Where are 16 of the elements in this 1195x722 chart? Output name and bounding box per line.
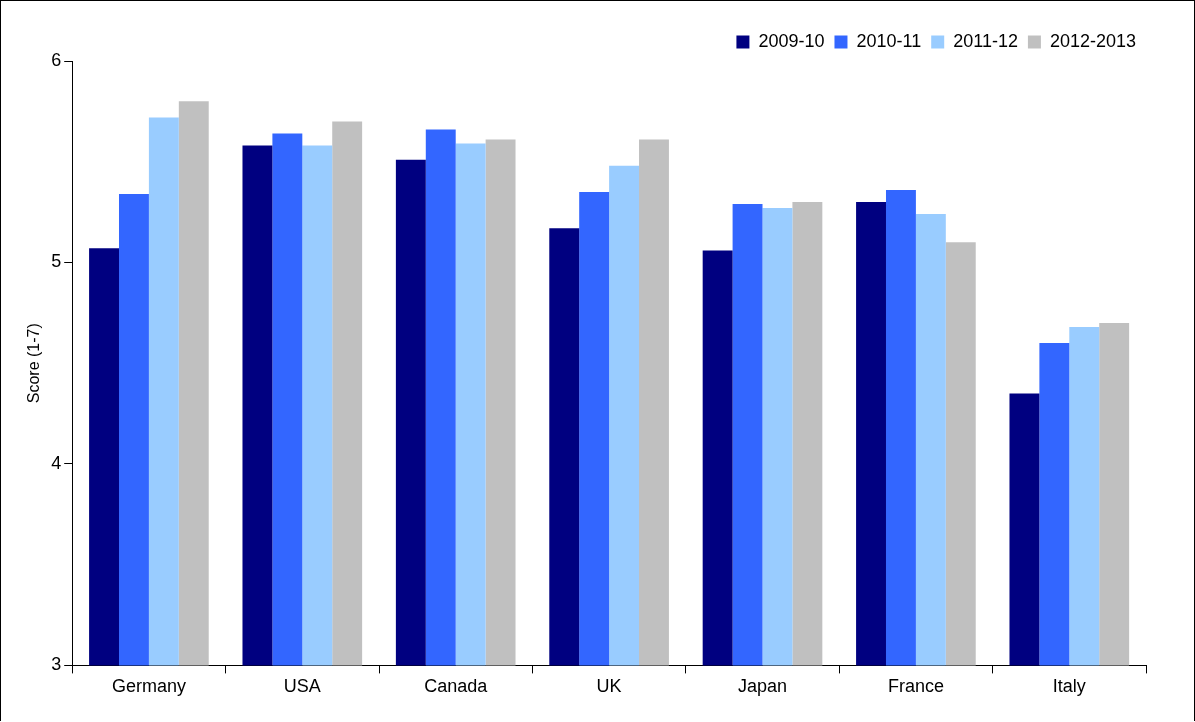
y-tick-label: 3 bbox=[51, 654, 62, 675]
y-tick-label: 5 bbox=[51, 251, 62, 272]
x-tick-label: Germany bbox=[111, 676, 186, 697]
y-axis-title: Score (1-7) bbox=[25, 323, 43, 404]
x-tick-label: Italy bbox=[1052, 676, 1086, 697]
legend-label: 2009-10 bbox=[758, 30, 825, 51]
y-tick-label: 4 bbox=[51, 452, 62, 473]
x-tick-label: USA bbox=[283, 676, 321, 697]
x-tick-label: UK bbox=[596, 676, 622, 697]
x-tick-label: France bbox=[887, 676, 944, 697]
x-tick-label: Japan bbox=[737, 676, 788, 697]
legend-label: 2012-2013 bbox=[1049, 30, 1137, 51]
legend-label: 2010-11 bbox=[856, 30, 922, 51]
x-tick-label: Canada bbox=[424, 676, 489, 697]
y-tick-label: 6 bbox=[51, 49, 62, 70]
legend-label: 2011-12 bbox=[953, 30, 1018, 51]
